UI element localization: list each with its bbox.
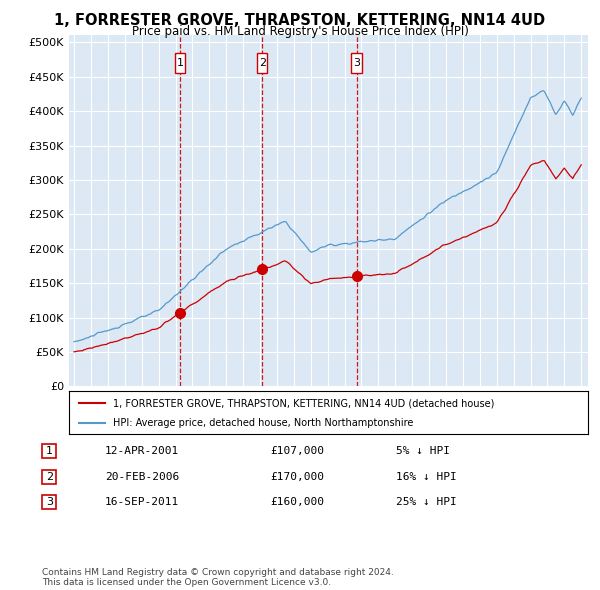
Text: 2: 2 [259, 58, 266, 68]
Text: 16% ↓ HPI: 16% ↓ HPI [396, 472, 457, 481]
Text: 5% ↓ HPI: 5% ↓ HPI [396, 447, 450, 456]
Text: 1, FORRESTER GROVE, THRAPSTON, KETTERING, NN14 4UD (detached house): 1, FORRESTER GROVE, THRAPSTON, KETTERING… [113, 398, 494, 408]
Text: £170,000: £170,000 [270, 472, 324, 481]
Text: 25% ↓ HPI: 25% ↓ HPI [396, 497, 457, 507]
Text: 1: 1 [177, 58, 184, 68]
Text: 1: 1 [46, 447, 53, 456]
Text: 2: 2 [46, 472, 53, 481]
Text: 3: 3 [46, 497, 53, 507]
Text: 20-FEB-2006: 20-FEB-2006 [105, 472, 179, 481]
Text: £160,000: £160,000 [270, 497, 324, 507]
Text: 3: 3 [353, 58, 360, 68]
Text: 16-SEP-2011: 16-SEP-2011 [105, 497, 179, 507]
Text: HPI: Average price, detached house, North Northamptonshire: HPI: Average price, detached house, Nort… [113, 418, 413, 428]
Text: £107,000: £107,000 [270, 447, 324, 456]
Text: Price paid vs. HM Land Registry's House Price Index (HPI): Price paid vs. HM Land Registry's House … [131, 25, 469, 38]
Text: 1, FORRESTER GROVE, THRAPSTON, KETTERING, NN14 4UD: 1, FORRESTER GROVE, THRAPSTON, KETTERING… [55, 13, 545, 28]
Text: Contains HM Land Registry data © Crown copyright and database right 2024.
This d: Contains HM Land Registry data © Crown c… [42, 568, 394, 587]
Bar [257, 53, 268, 73]
Bar [352, 53, 362, 73]
Text: 12-APR-2001: 12-APR-2001 [105, 447, 179, 456]
Bar [175, 53, 185, 73]
